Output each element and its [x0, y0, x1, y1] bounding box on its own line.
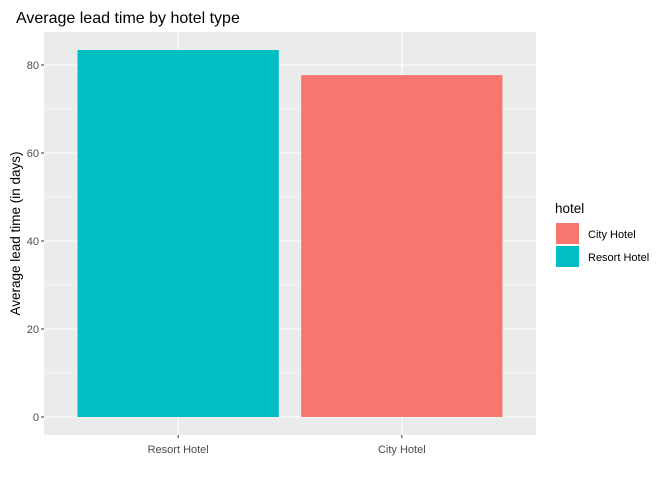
legend: hotel City Hotel Resort Hotel	[555, 201, 649, 267]
bars	[77, 50, 503, 418]
y-tick-label: 40	[27, 236, 39, 248]
y-axis-title: Average lead time (in days)	[8, 151, 23, 315]
legend-title: hotel	[555, 201, 584, 216]
y-tick-label: 80	[27, 60, 39, 72]
bar-city-hotel	[301, 75, 503, 418]
x-axis-ticks: Resort Hotel City Hotel	[148, 435, 426, 456]
legend-label: City Hotel	[588, 229, 636, 241]
y-tick-label: 0	[33, 412, 39, 424]
y-tick-label: 20	[27, 324, 39, 336]
legend-label: Resort Hotel	[588, 252, 649, 264]
legend-key	[556, 246, 579, 267]
y-axis-ticks: 0 20 40 60 80	[27, 60, 44, 424]
legend-items: City Hotel Resort Hotel	[556, 223, 649, 267]
x-tick-label: City Hotel	[378, 444, 426, 456]
legend-key	[556, 223, 579, 244]
y-tick-label: 60	[27, 148, 39, 160]
x-tick-label: Resort Hotel	[148, 444, 209, 456]
chart-title: Average lead time by hotel type	[16, 10, 240, 27]
bar-resort-hotel	[77, 50, 279, 417]
